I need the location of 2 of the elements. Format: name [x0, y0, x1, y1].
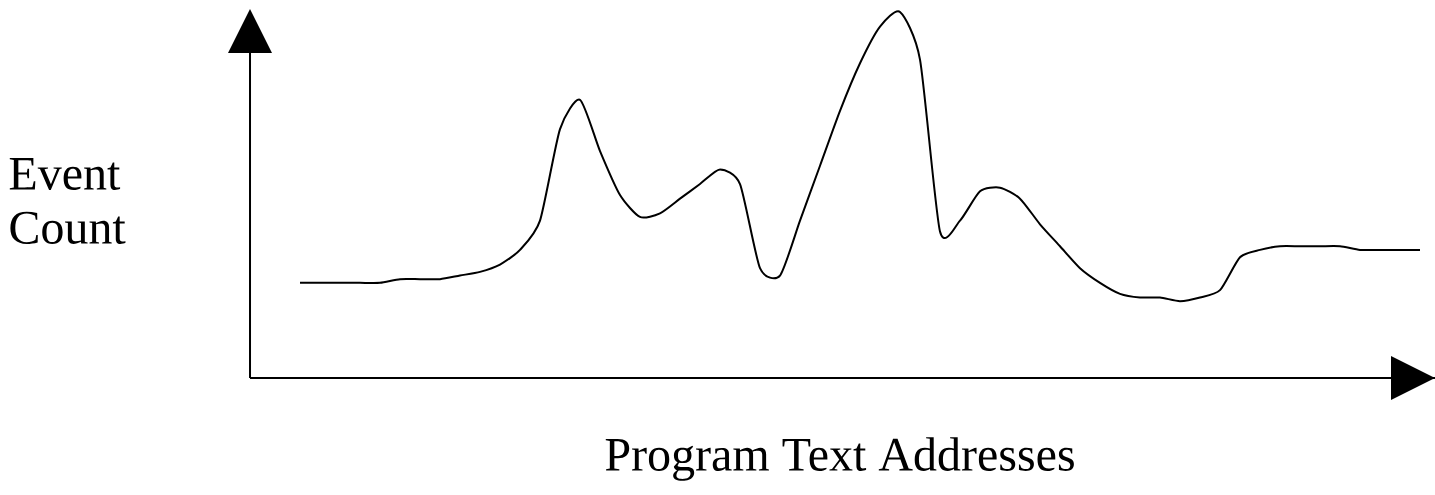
x-axis-title: Program Text Addresses [605, 437, 1074, 481]
y-axis-title: Event Count [9, 158, 126, 244]
